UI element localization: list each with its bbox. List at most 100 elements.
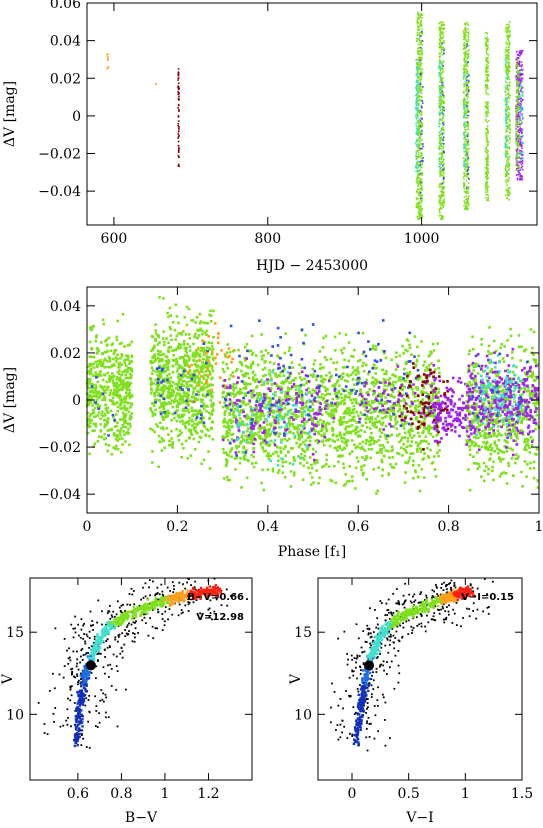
phase-point [344,379,347,382]
light-curve-point [518,112,520,114]
phase-point [212,336,215,339]
phase-point [187,403,190,406]
light-curve-point [465,81,467,83]
light-curve-point [519,91,521,93]
light-curve-point [418,33,420,35]
phase-point [350,399,353,402]
phase-point [282,461,285,464]
light-curve-point [516,129,518,131]
light-curve-point [417,185,419,187]
phase-point [403,368,406,371]
phase-point [154,339,157,342]
light-curve-point [488,172,490,174]
phase-point [226,343,229,346]
phase-point [202,424,205,427]
light-curve-point [509,95,511,97]
light-curve-point [509,193,511,195]
light-curve-point [466,105,468,107]
light-curve-point [466,129,468,131]
phase-point [202,358,205,361]
phase-point [383,384,386,387]
phase-point [117,439,120,442]
light-curve-point [420,188,422,190]
light-curve-point [505,27,507,29]
light-curve-point [516,112,518,114]
phase-point [300,453,303,456]
phase-point [121,437,124,440]
light-curve-point [466,110,468,112]
phase-point [106,372,109,375]
light-curve-point [441,82,443,84]
phase-point [122,380,125,383]
phase-point [177,345,180,348]
light-curve-point [416,197,418,199]
phase-point [303,384,306,387]
phase-point [158,366,161,369]
phase-point [369,457,372,460]
phase-point [419,490,422,493]
phase-point [277,459,280,462]
phase-point [106,407,109,410]
phase-point [323,386,326,389]
light-curve-point [515,122,517,124]
phase-point [123,359,126,362]
light-curve-point [505,166,507,168]
light-curve-point [417,174,419,176]
light-curve-point [506,24,508,26]
light-curve-point [107,59,109,61]
light-curve-point [417,134,419,136]
light-curve-point [517,131,519,133]
light-curve-point [420,35,422,37]
light-curve-point [440,28,442,30]
light-curve-point [509,132,511,134]
light-curve-point [440,171,442,173]
light-curve-point [420,52,422,54]
phase-point [324,356,327,359]
light-curve-point [507,28,509,30]
phase-point [203,354,206,357]
light-curve-point [178,147,180,149]
phase-point [90,419,93,422]
light-curve-point [464,126,466,128]
phase-point [125,364,128,367]
light-curve-point [516,134,518,136]
phase-point [174,303,177,306]
light-curve-point [415,156,417,158]
phase-point [303,377,306,380]
light-curve-point [465,29,467,31]
phase-point [374,372,377,375]
light-curve-point [421,50,423,52]
phase-point [199,313,202,316]
light-curve-point [417,140,419,142]
phase-point [391,445,394,448]
phase-point [188,333,191,336]
phase-point [357,366,360,369]
light-curve-point [468,53,470,55]
light-curve-point [418,52,420,54]
light-curve-point [439,157,441,159]
light-curve-ytick-label: 0 [72,109,81,125]
light-curve-point [421,208,423,210]
light-curve-point [178,133,180,135]
phase-point [379,444,382,447]
light-curve-point [486,84,488,86]
light-curve-point [464,202,466,204]
light-curve-point [509,98,511,100]
light-curve-point [439,195,441,197]
light-curve-point [178,128,180,130]
light-curve-point [509,21,511,23]
phase-point [161,360,164,363]
phase-point [104,390,107,393]
phase-point [97,414,100,417]
light-curve-point [487,74,489,76]
phase-point [355,432,358,435]
light-curve-point [505,109,507,111]
phase-point [311,476,314,479]
light-curve-point [464,86,466,88]
phase-point [88,355,91,358]
phase-point [271,383,274,386]
phase-point [202,342,205,345]
light-curve-point [508,30,510,32]
light-curve-point [463,78,465,80]
phase-point [368,440,371,443]
